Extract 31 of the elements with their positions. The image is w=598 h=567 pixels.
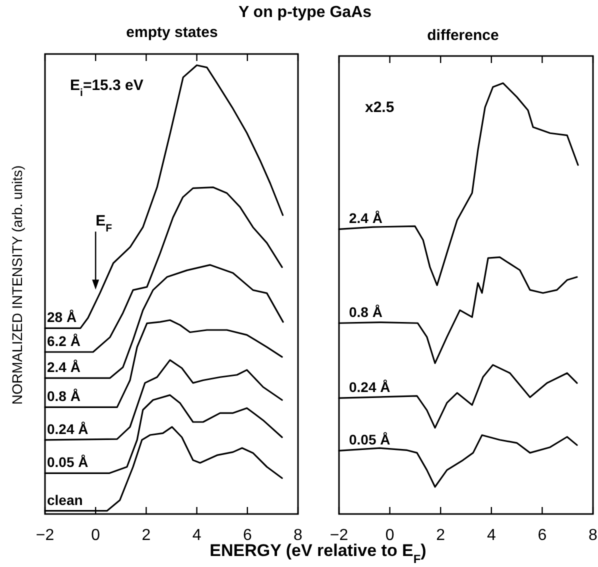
x-tick-label: 2 (142, 527, 151, 544)
chart-subtitle: difference (427, 27, 499, 44)
series-label: 28 Å (47, 309, 77, 326)
annotation: x2.5 (365, 99, 394, 116)
series-label: clean (47, 492, 83, 508)
series-label: 6.2 Å (47, 332, 80, 349)
x-tick-label: 4 (192, 527, 202, 544)
annotation: E$_{F}$ (96, 212, 113, 235)
y-axis-title: NORMALIZED INTENSITY (arb. units) (9, 165, 25, 405)
x-tick-label: 8 (588, 527, 598, 544)
x-axis-title: ENERGY (eV relative to E$_{F}$) (210, 541, 426, 566)
x-tick-label: −2 (36, 527, 54, 544)
series-label: 0.05 Å (47, 454, 88, 470)
annotation: E$_{i}$=15.3 eV (70, 77, 144, 99)
x-tick-label: 0 (385, 527, 394, 544)
x-tick-label: 6 (538, 527, 547, 544)
series-label: 0.05 Å (349, 432, 390, 448)
x-tick-label: 2 (436, 527, 446, 544)
series-label: 0.24 Å (47, 420, 88, 437)
chart-title: Y on p-type GaAs (238, 4, 372, 21)
x-tick-label: 6 (242, 527, 252, 544)
chart-subtitle: empty states (126, 24, 218, 41)
x-tick-label: 4 (486, 527, 496, 544)
series-label: 2.4 Å (349, 210, 382, 226)
series-label: 0.8 Å (349, 304, 382, 320)
series-label: 0.24 Å (349, 379, 390, 396)
x-tick-label: −2 (330, 527, 348, 544)
series-label: 0.8 Å (47, 388, 80, 404)
series-label: 2.4 Å (47, 359, 80, 376)
x-tick-label: 0 (91, 527, 100, 544)
x-tick-label: 8 (294, 527, 303, 544)
